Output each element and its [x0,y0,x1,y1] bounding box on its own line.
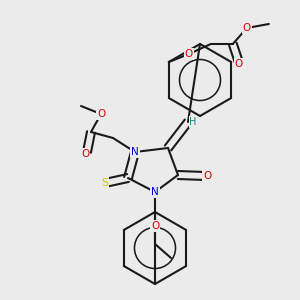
Text: O: O [185,49,193,59]
Text: O: O [81,149,89,159]
Text: O: O [151,221,159,231]
Text: N: N [151,187,159,197]
Text: O: O [97,109,105,119]
Text: S: S [101,178,109,188]
Text: O: O [235,59,243,69]
Text: O: O [203,171,211,181]
Text: H: H [189,117,197,127]
Text: N: N [131,147,139,157]
Text: O: O [243,23,251,33]
